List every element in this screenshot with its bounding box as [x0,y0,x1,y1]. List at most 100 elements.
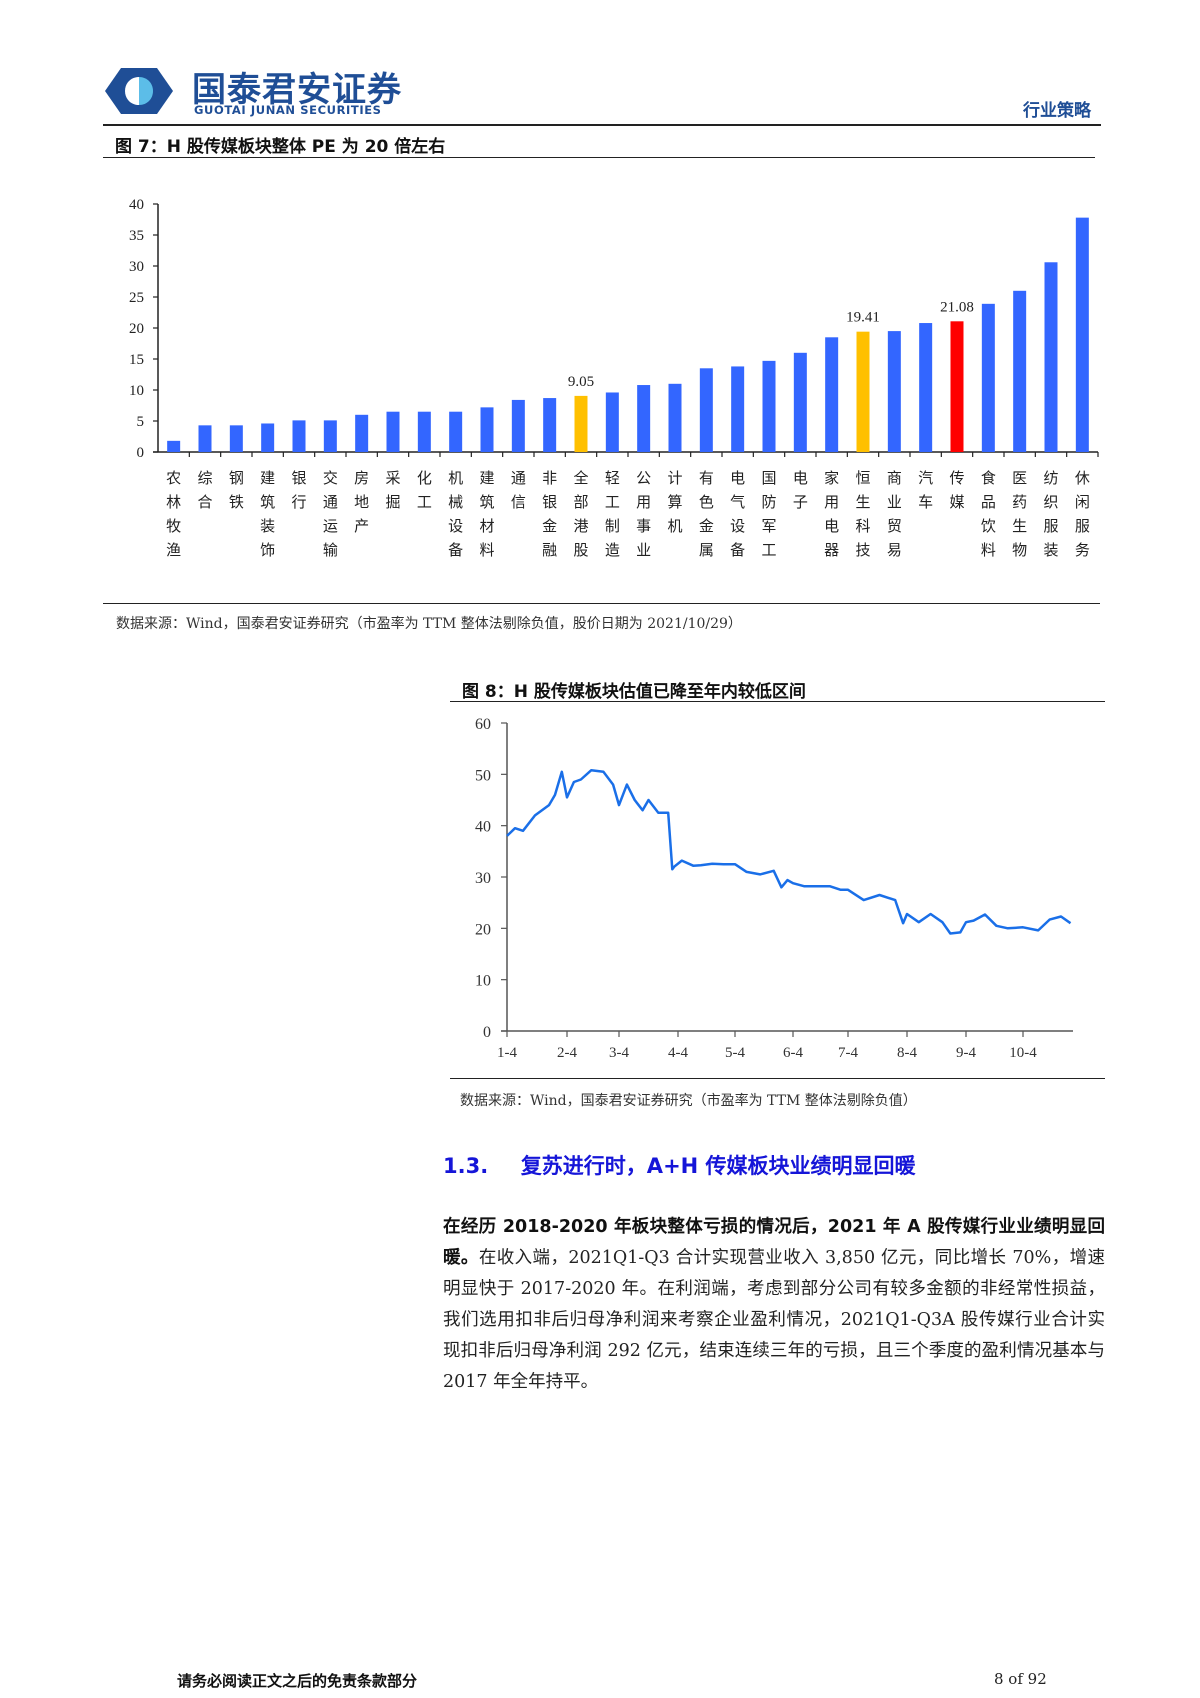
x-category-label: 全 部 港 股 [573,469,589,559]
bar [417,411,431,452]
x-category-label: 银 行 [291,469,307,511]
y-tick-label: 60 [475,716,491,733]
header-rule [103,124,1101,126]
y-tick-label: 40 [475,819,491,836]
bar [229,425,243,452]
y-tick-label: 20 [129,321,144,337]
section-number: 1.3. [443,1154,489,1178]
paragraph-body: 在收入端，2021Q1-Q3 合计实现营业收入 3,850 亿元，同比增长 70… [443,1248,1106,1392]
bar [480,407,494,452]
bar [919,323,933,452]
x-tick-label: 4-4 [668,1045,688,1061]
figure7-category-labels: 农 林 牧 渔综 合钢 铁建 筑 装 饰银 行交 通 运 输房 地 产采 掘化 … [0,466,1200,566]
x-tick-label: 10-4 [1009,1045,1037,1061]
figure7-title: 图 7：H 股传媒板块整体 PE 为 20 倍左右 [115,137,446,157]
figure8-title-rule [450,701,1105,702]
figure8-source: 数据来源：Wind，国泰君安证券研究（市盈率为 TTM 整体法剔除负值） [460,1093,917,1109]
bar [355,414,369,452]
x-category-label: 家 用 电 器 [824,469,840,559]
x-tick-label: 8-4 [897,1045,917,1061]
bar [793,352,807,452]
y-tick-label: 30 [129,259,144,275]
bar [950,321,964,452]
x-category-label: 钢 铁 [228,469,244,511]
x-category-label: 食 品 饮 料 [980,469,996,559]
figure8-title: 图 8：H 股传媒板块估值已降至年内较低区间 [462,682,806,702]
bar [323,420,337,452]
x-category-label: 传 媒 [949,469,965,511]
x-tick-label: 2-4 [557,1045,577,1061]
x-category-label: 商 业 贸 易 [886,469,902,559]
header-logo [103,66,175,116]
logo-text-chinese: 国泰君安证券 [192,70,402,110]
y-tick-label: 0 [483,1024,491,1041]
figure7-source: 数据来源：Wind，国泰君安证券研究（市盈率为 TTM 整体法剔除负值，股价日期… [116,616,742,632]
guotai-junan-logo-icon [105,68,173,114]
x-category-label: 房 地 产 [354,469,370,535]
bar [1075,217,1089,452]
bar [543,398,557,452]
x-category-label: 休 闲 服 务 [1074,469,1090,559]
bar [1044,262,1058,452]
x-category-label: 公 用 事 业 [636,469,652,559]
bar-data-label: 19.41 [846,310,880,326]
x-category-label: 电 气 设 备 [730,469,746,559]
x-category-label: 建 筑 材 料 [479,469,495,559]
x-category-label: 建 筑 装 饰 [260,469,276,559]
bar [668,383,682,452]
bar [887,331,901,452]
figure7-bar-chart: 0 5 10 15 20 25 30 35 40 9.05 19.41 21.08 [100,180,1110,470]
x-category-label: 机 械 设 备 [448,469,464,559]
x-tick-label: 6-4 [783,1045,803,1061]
logo-text-english: GUOTAI JUNAN SECURITIES [194,103,382,117]
x-category-label: 电 子 [792,469,808,511]
y-tick-label: 25 [129,290,144,306]
y-tick-label: 10 [475,973,491,990]
x-tick-label: 1-4 [497,1045,517,1061]
y-tick-label: 15 [129,352,144,368]
bar [637,385,651,452]
y-tick-label: 40 [129,197,144,213]
x-category-label: 综 合 [197,469,213,511]
y-tick-label: 30 [475,870,491,887]
x-category-label: 通 信 [510,469,526,511]
bar [981,303,995,452]
paragraph-lead: 在经历 2018-2020 年板块整体亏损的情况后，2021 年 A 股传媒行业… [443,1217,1105,1268]
y-tick-label: 50 [475,767,491,784]
body-paragraph: 在经历 2018-2020 年板块整体亏损的情况后，2021 年 A 股传媒行业… [443,1212,1105,1398]
bar [574,395,588,452]
bar [167,440,181,452]
bar [856,331,870,452]
section-heading: 1.3. 复苏进行时，A+H 传媒板块业绩明显回暖 [443,1150,916,1180]
figure8-line-chart: 0 10 20 30 40 50 60 1-4 2-4 3-4 4-4 5-4 6-4 7-4 8-4 9-4… [440,710,1120,1070]
bar-data-label: 9.05 [568,374,594,390]
section-label: 行业策略 [1023,101,1091,121]
bar [605,392,619,452]
bar [731,366,745,452]
x-category-label: 化 工 [416,469,432,511]
figure7-source-rule [103,603,1100,604]
x-tick-label: 9-4 [956,1045,976,1061]
bar [511,399,525,452]
x-category-label: 计 算 机 [667,469,683,535]
figure7-title-rule [103,157,1095,158]
y-tick-label: 10 [129,383,144,399]
x-category-label: 交 通 运 输 [322,469,338,559]
x-category-label: 有 色 金 属 [698,469,714,559]
section-title-text: 复苏进行时，A+H 传媒板块业绩明显回暖 [520,1154,916,1178]
footer-disclaimer: 请务必阅读正文之后的免责条款部分 [177,1672,418,1690]
x-category-label: 轻 工 制 造 [604,469,620,559]
x-category-label: 恒 生 科 技 [855,469,871,559]
x-category-label: 医 药 生 物 [1012,469,1028,559]
bar [261,423,275,452]
bar [292,420,306,452]
bar [1013,290,1027,452]
bar [762,360,776,452]
x-tick-label: 3-4 [609,1045,629,1061]
bar [825,337,839,452]
bar-data-label: 21.08 [940,299,974,315]
y-tick-label: 5 [137,414,145,430]
y-tick-label: 0 [137,445,145,461]
bar [699,368,713,452]
bar [198,425,212,452]
